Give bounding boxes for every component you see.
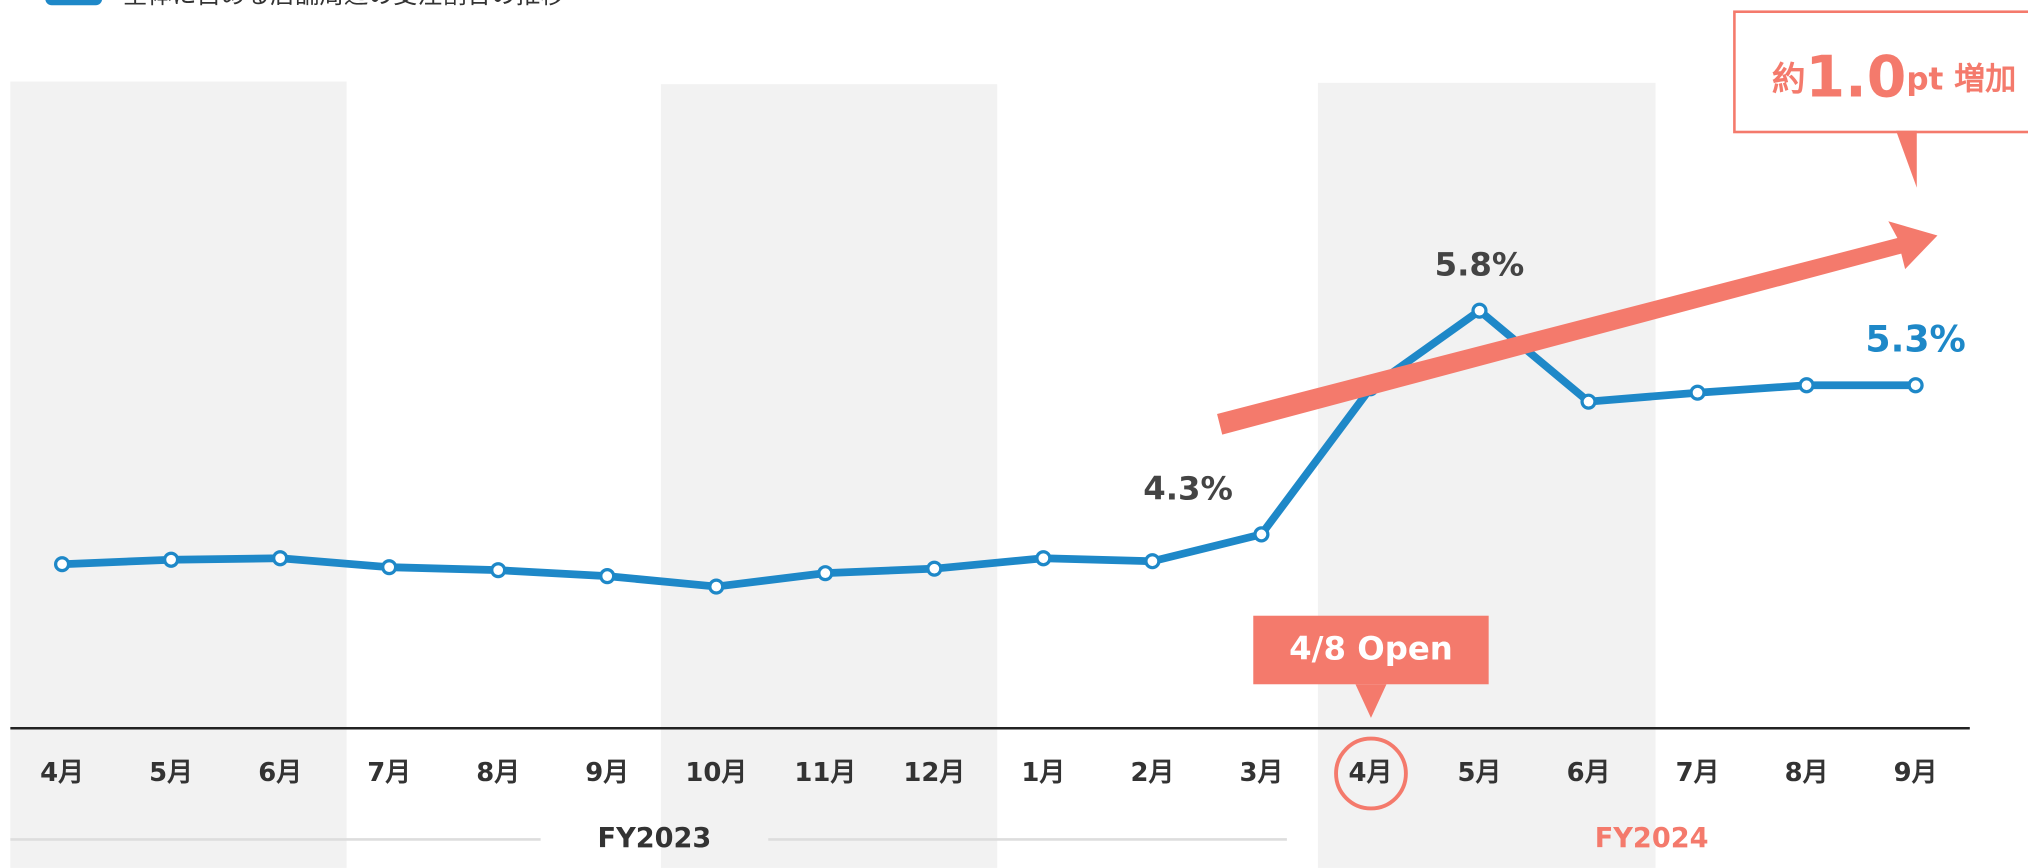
point <box>1144 553 1161 570</box>
point <box>381 559 398 576</box>
x-tick-label: 3月 <box>1239 758 1283 788</box>
line <box>61 306 1916 591</box>
point <box>1471 302 1488 319</box>
x-tick-label: 8月 <box>1785 758 1829 788</box>
increase-label: 約1.0pt 増加 <box>1772 44 2016 110</box>
legend-text: 全体に占める店舗周辺の受注割合の推移 <box>123 0 565 9</box>
band <box>10 81 347 868</box>
x-tick-label: 11月 <box>794 758 856 788</box>
x-tick-label: 9月 <box>1894 758 1938 788</box>
event-tail <box>1355 684 1387 718</box>
value-label: 5.8% <box>1435 246 1525 284</box>
band <box>1317 82 1656 868</box>
legend-icon <box>45 0 103 6</box>
point <box>1689 384 1706 401</box>
event-label: 4/8 Open <box>1289 630 1453 668</box>
x-tick-label: 7月 <box>367 758 411 788</box>
point <box>1907 377 1924 394</box>
x-tick-label: 4月 <box>1349 758 1393 788</box>
group-label: FY2024 <box>1595 823 1709 854</box>
x-tick-label: 10月 <box>685 758 747 788</box>
x-tick-label: 5月 <box>1458 758 1502 788</box>
point <box>1253 526 1270 543</box>
point <box>708 578 725 595</box>
trend-arrow <box>1217 221 1938 435</box>
x-tick-label: 7月 <box>1676 758 1720 788</box>
group-label: FY2023 <box>598 823 712 854</box>
increase-box <box>1733 10 2028 134</box>
x-tick-label: 2月 <box>1130 758 1174 788</box>
point <box>1035 550 1052 567</box>
x-tick-label: 6月 <box>258 758 302 788</box>
band <box>660 84 998 868</box>
value-label: 5.3% <box>1865 317 1965 360</box>
point <box>272 550 289 567</box>
increase-tail <box>1896 130 1917 188</box>
increase-value: 1.0 <box>1806 44 1907 110</box>
point <box>1798 377 1815 394</box>
increase-suffix: pt 増加 <box>1906 61 2016 97</box>
event-box <box>1253 615 1489 685</box>
point <box>53 556 71 573</box>
highlight-circle <box>1334 736 1408 811</box>
x-tick-label: 9月 <box>585 758 629 788</box>
point <box>1580 393 1597 410</box>
point <box>163 551 180 568</box>
bands <box>10 81 1656 868</box>
point <box>490 562 507 579</box>
x-tick-label: 5月 <box>149 758 193 788</box>
increase-prefix: 約 <box>1772 59 1806 98</box>
x-tick-label: 6月 <box>1567 758 1611 788</box>
point <box>817 565 834 582</box>
x-tick-label: 1月 <box>1021 758 1065 788</box>
x-tick-label: 12月 <box>903 758 965 788</box>
point <box>926 560 943 577</box>
x-tick-label: 8月 <box>476 758 520 788</box>
value-label: 4.3% <box>1143 469 1233 507</box>
point <box>599 568 616 585</box>
x-tick-label: 4月 <box>40 758 84 788</box>
